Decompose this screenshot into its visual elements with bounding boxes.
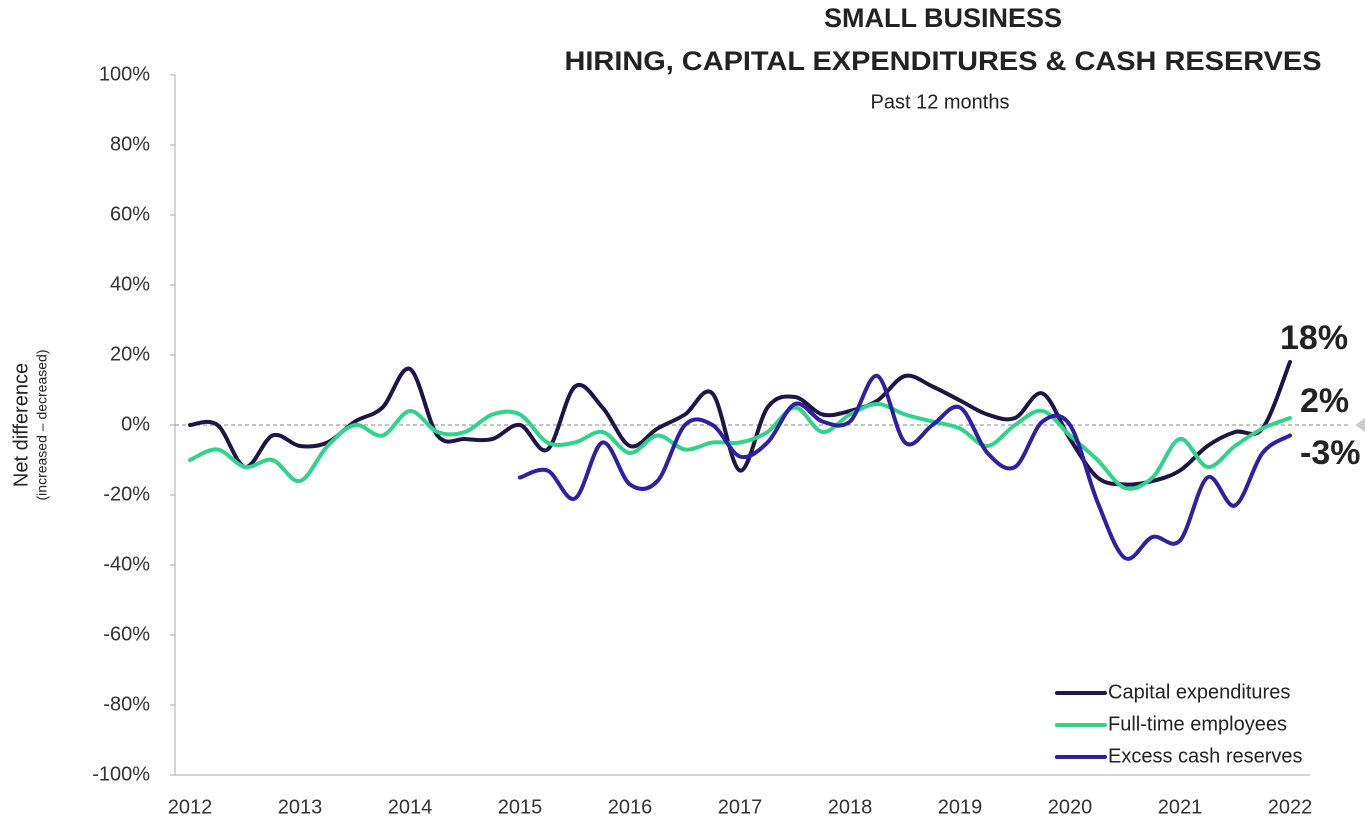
y-tick-label: -20% xyxy=(103,483,150,505)
chart-subtitle: Past 12 months xyxy=(871,91,1010,113)
y-tick-label: 20% xyxy=(110,343,150,365)
y-tick-label: 40% xyxy=(110,273,150,295)
x-tick-label: 2013 xyxy=(278,796,323,818)
series-line xyxy=(188,360,1292,487)
end-label: 2% xyxy=(1300,382,1349,420)
chart-title: HIRING, CAPITAL EXPENDITURES & CASH RESE… xyxy=(565,46,1322,76)
y-tick-label: 100% xyxy=(99,63,150,85)
y-axis-label: (increased – decreased) xyxy=(34,350,50,501)
y-tick-label: 80% xyxy=(110,133,150,155)
y-tick-label: -100% xyxy=(92,763,150,785)
x-tick-label: 2014 xyxy=(388,796,433,818)
end-label: 18% xyxy=(1280,319,1348,357)
x-tick-label: 2017 xyxy=(718,796,763,818)
x-tick-label: 2016 xyxy=(608,796,653,818)
y-tick-label: -80% xyxy=(103,693,150,715)
legend-label: Excess cash reserves xyxy=(1108,745,1303,767)
end-label: -3% xyxy=(1300,434,1360,472)
x-tick-label: 2021 xyxy=(1158,796,1203,818)
y-axis-label: Net difference xyxy=(10,363,32,487)
x-tick-label: 2012 xyxy=(168,796,213,818)
chart-title: SMALL BUSINESS xyxy=(824,3,1062,33)
y-tick-label: -40% xyxy=(103,553,150,575)
y-tick-label: 0% xyxy=(121,413,150,435)
x-tick-label: 2020 xyxy=(1048,796,1093,818)
y-tick-label: -60% xyxy=(103,623,150,645)
legend-label: Full-time employees xyxy=(1108,713,1287,735)
arrow xyxy=(1355,418,1365,432)
y-tick-label: 60% xyxy=(110,203,150,225)
x-tick-label: 2019 xyxy=(938,796,983,818)
legend-label: Capital expenditures xyxy=(1108,681,1290,703)
series-line xyxy=(188,402,1292,491)
x-tick-label: 2022 xyxy=(1268,796,1313,818)
series-line xyxy=(518,374,1292,561)
x-tick-label: 2018 xyxy=(828,796,873,818)
x-tick-label: 2015 xyxy=(498,796,543,818)
